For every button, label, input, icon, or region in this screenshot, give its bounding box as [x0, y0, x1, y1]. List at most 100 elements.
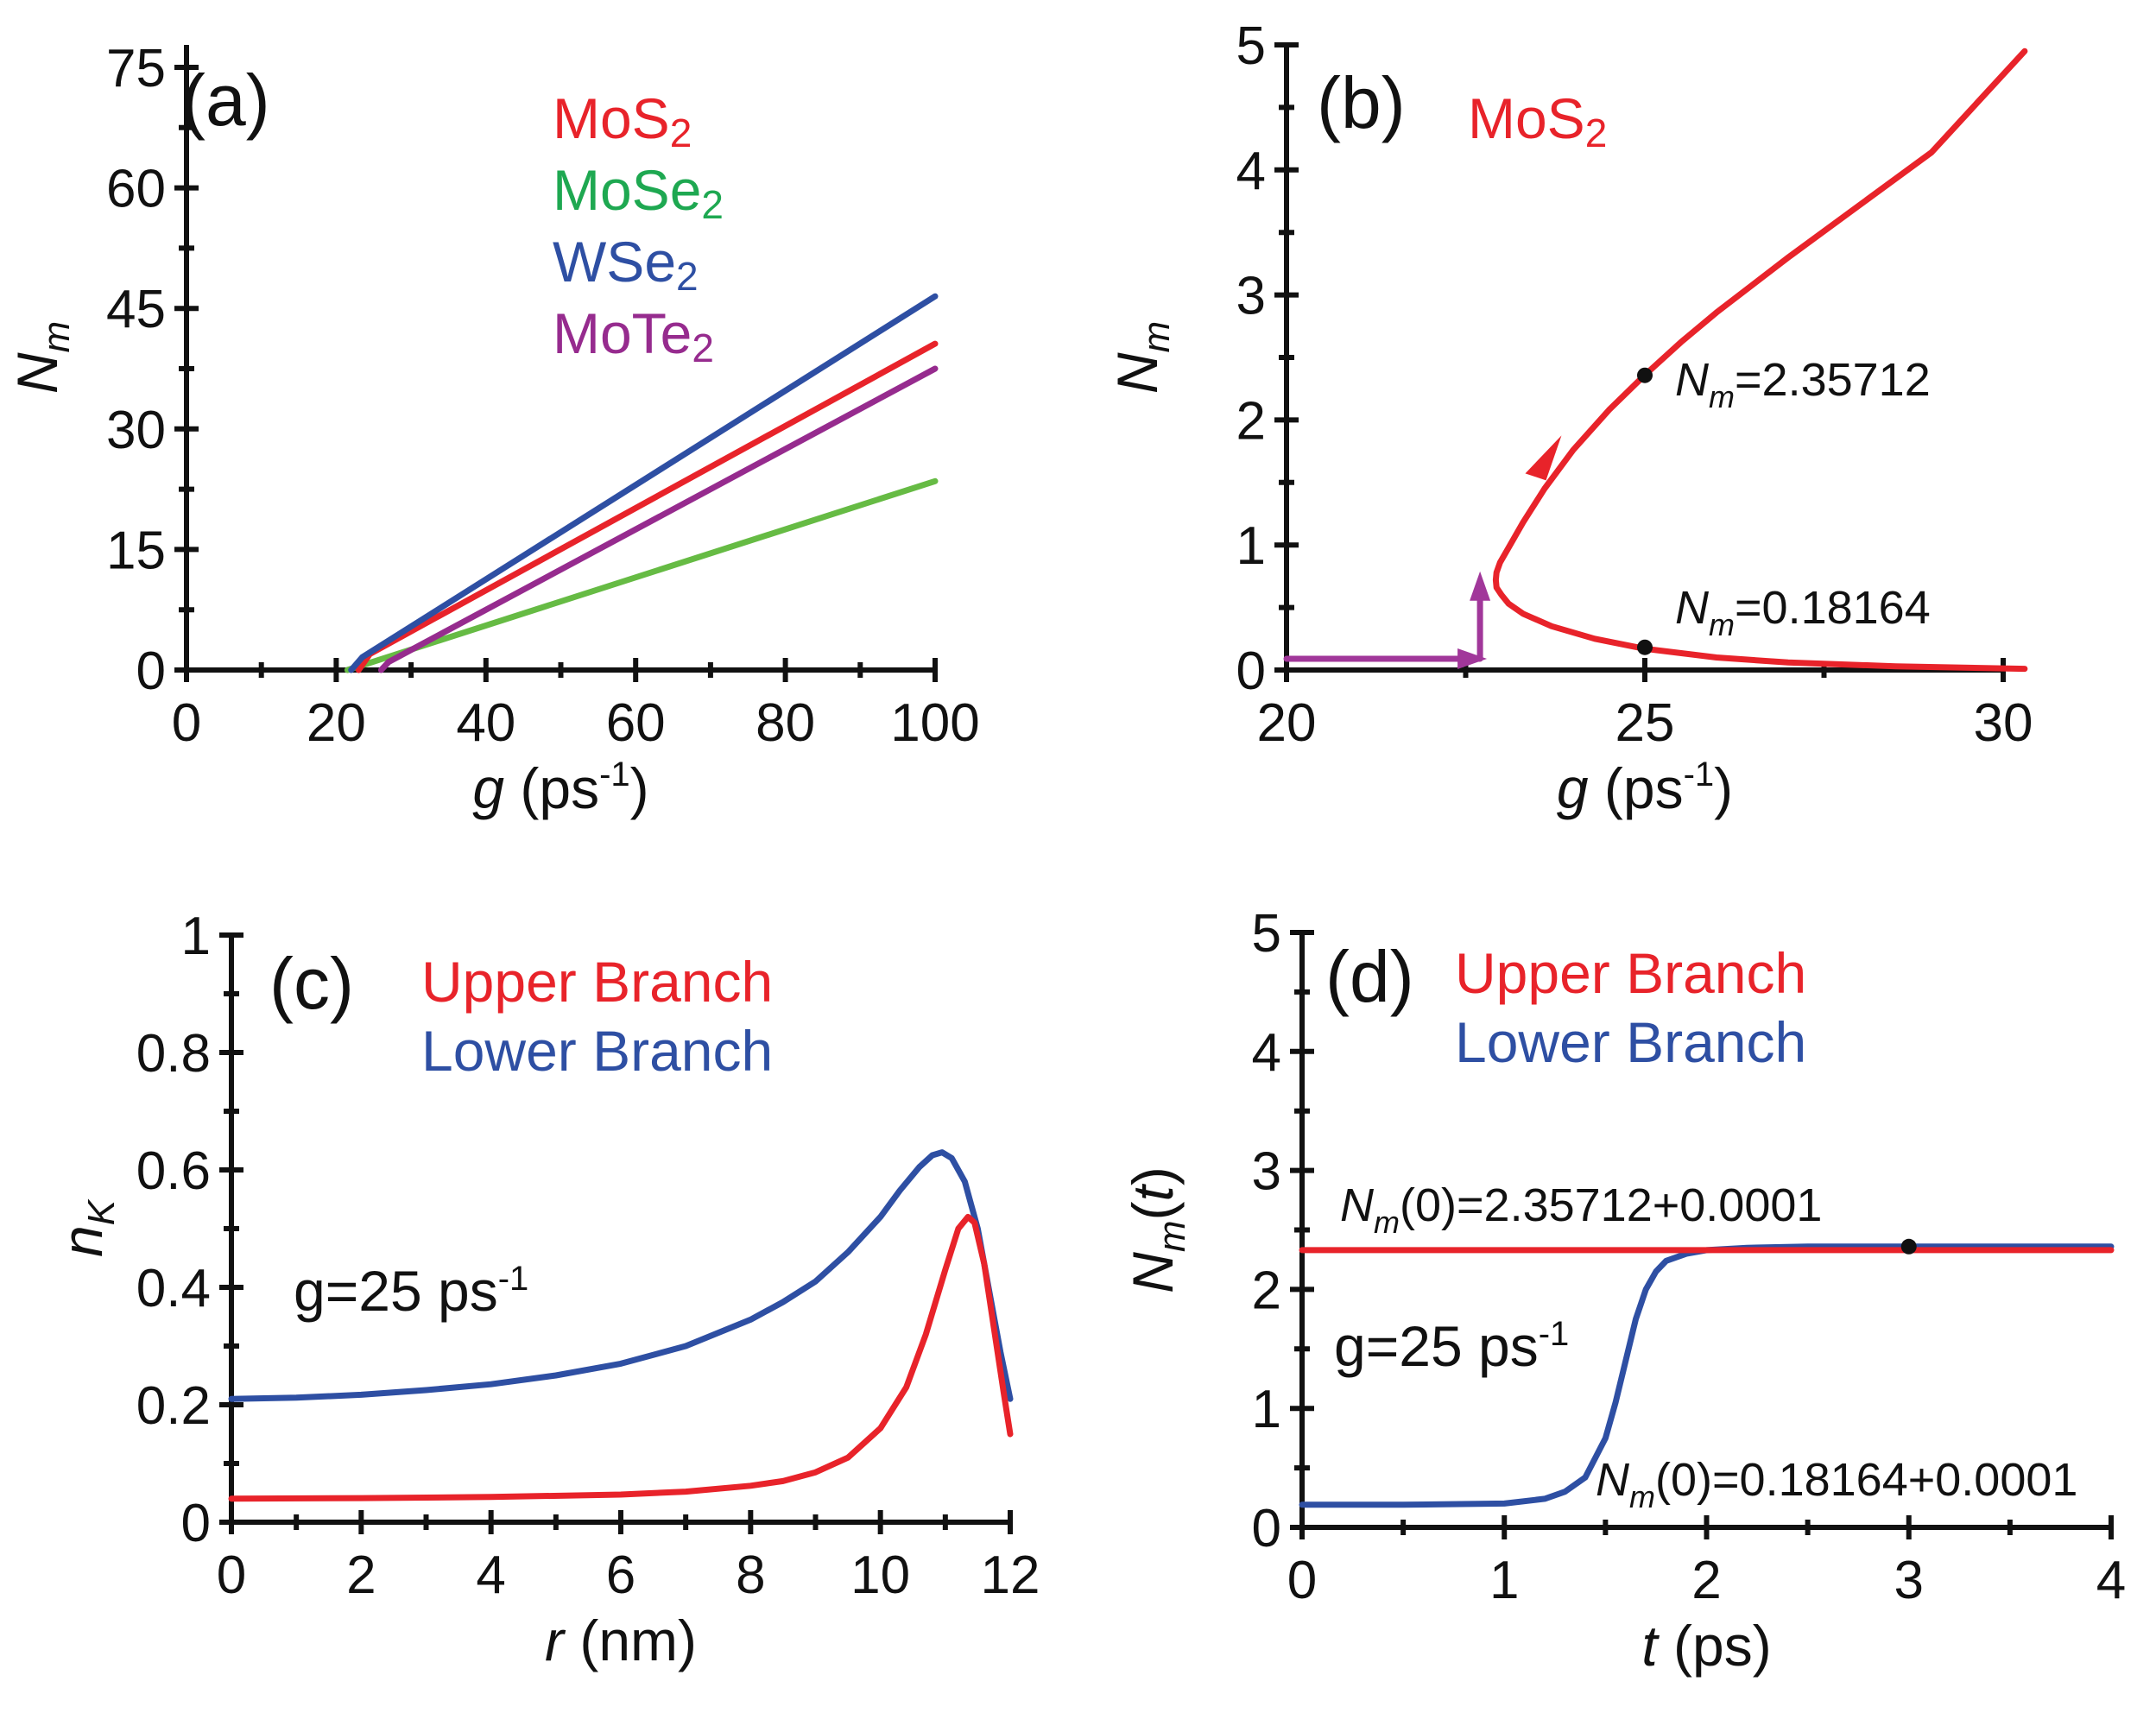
y-axis-sub: K — [80, 1198, 123, 1225]
y-axis-label: Nm(t) — [1121, 1166, 1193, 1293]
y-axis-t: t — [1121, 1184, 1185, 1202]
y-tick-label: 15 — [106, 521, 166, 580]
x-tick-label: 4 — [2096, 1551, 2126, 1610]
x-tick-label: 40 — [456, 693, 515, 753]
y-axis-var: n — [50, 1225, 114, 1257]
annotation: Nm=0.18164 — [1675, 582, 1931, 642]
data-point — [1637, 367, 1653, 383]
annot-rest: (0)=0.18164+0.0001 — [1655, 1454, 2077, 1506]
legend-base: MoSe — [553, 158, 701, 222]
x-axis-close: ) — [630, 756, 649, 820]
x-tick-label: 0 — [217, 1546, 246, 1605]
x-tick-label: 2 — [346, 1546, 376, 1605]
y-tick-label: 4 — [1252, 1023, 1281, 1083]
annot-base: N — [1675, 354, 1710, 406]
annot-base: N — [1596, 1454, 1630, 1506]
legend-base: WSe — [553, 230, 676, 294]
series-upper-branch — [228, 1213, 1014, 1502]
x-tick-label: 12 — [981, 1546, 1040, 1605]
x-tick-label: 0 — [1287, 1551, 1317, 1610]
legend-item: Upper Branch — [1455, 941, 1806, 1005]
x-axis-label: g (ps-1) — [472, 755, 648, 820]
series-mos2-bifurcation — [1492, 47, 2028, 673]
y-tick-label: 0.8 — [136, 1024, 211, 1084]
y-tick-label: 1 — [181, 907, 211, 966]
y-tick-label: 0.4 — [136, 1259, 211, 1318]
series-mote2 — [377, 365, 939, 673]
y-tick-label: 45 — [106, 280, 166, 339]
data-point — [1900, 1238, 1917, 1255]
x-axis-close: ) — [1714, 756, 1733, 820]
y-axis-var: N — [1121, 1252, 1185, 1293]
note: g=25 ps-1 — [1334, 1314, 1569, 1378]
y-tick-label: 2 — [1252, 1261, 1281, 1320]
panel-label: (d) — [1325, 936, 1414, 1017]
series-lower-branch — [228, 1149, 1014, 1402]
annot-sub: m — [1709, 607, 1735, 642]
x-tick-label: 1 — [1489, 1551, 1519, 1610]
legend-item: MoSe2 — [553, 158, 724, 227]
x-axis-var: g — [472, 756, 504, 820]
legend-sub: 2 — [670, 111, 692, 155]
legend-item: WSe2 — [553, 230, 699, 299]
y-axis-sub: m — [35, 321, 78, 353]
x-tick-label: 2 — [1691, 1551, 1721, 1610]
y-axis-label: nK — [50, 1198, 123, 1257]
y-tick-label: 3 — [1252, 1142, 1281, 1202]
x-tick-label: 60 — [606, 693, 666, 753]
note-text: g=25 ps — [1334, 1314, 1539, 1378]
y-axis-label: Nm — [5, 321, 78, 394]
x-axis-exp: -1 — [1684, 755, 1715, 793]
y-tick-label: 5 — [1236, 16, 1266, 76]
note-exp: -1 — [498, 1260, 529, 1298]
annotation: Nm(0)=2.35712+0.0001 — [1340, 1179, 1822, 1240]
y-tick-label: 4 — [1236, 142, 1266, 201]
y-axis-sub: m — [1151, 1220, 1193, 1252]
x-tick-label: 10 — [850, 1546, 910, 1605]
y-tick-label: 3 — [1236, 267, 1266, 326]
note-exp: -1 — [1539, 1315, 1570, 1353]
y-tick-label: 1 — [1252, 1380, 1281, 1439]
annot-base: N — [1340, 1179, 1375, 1231]
title-base: MoS — [1468, 86, 1585, 150]
legend-sub: 2 — [692, 326, 714, 370]
annot-base: N — [1675, 582, 1710, 634]
x-tick-label: 8 — [736, 1546, 765, 1605]
panel-title: MoS2 — [1468, 86, 1607, 155]
arrow-up — [1470, 571, 1491, 601]
x-axis-unit: (ps — [1589, 756, 1684, 820]
y-axis-sub: m — [1135, 321, 1178, 353]
x-axis-unit: (ps — [504, 756, 599, 820]
x-axis-var: t — [1641, 1614, 1660, 1678]
x-axis-unit: (nm) — [564, 1609, 697, 1672]
arrow-right — [1457, 648, 1488, 669]
legend-item: MoTe2 — [553, 301, 714, 370]
x-axis-label: t (ps) — [1641, 1614, 1771, 1678]
y-tick-label: 0 — [136, 642, 166, 701]
y-tick-label: 0.6 — [136, 1141, 211, 1201]
x-axis-unit: (ps) — [1658, 1614, 1772, 1678]
series-wse2 — [348, 293, 939, 673]
y-axis-paren: ( — [1121, 1201, 1185, 1220]
y-tick-label: 0 — [181, 1494, 211, 1553]
x-tick-label: 25 — [1615, 693, 1675, 753]
y-tick-label: 30 — [106, 401, 166, 460]
annotation: Nm=2.35712 — [1675, 354, 1931, 414]
x-tick-label: 4 — [476, 1546, 505, 1605]
title-sub: 2 — [1585, 111, 1608, 155]
note: g=25 ps-1 — [294, 1259, 528, 1323]
y-tick-label: 2 — [1236, 391, 1266, 451]
arrow-upper — [1525, 435, 1562, 481]
note-text: g=25 ps — [294, 1259, 498, 1323]
legend-item: Upper Branch — [421, 950, 773, 1014]
legend-sub: 2 — [701, 182, 724, 227]
y-axis-var: N — [5, 352, 69, 394]
y-axis-paren-close: ) — [1121, 1166, 1185, 1185]
series-mose2 — [344, 477, 939, 673]
y-tick-label: 1 — [1236, 516, 1266, 576]
x-tick-label: 6 — [606, 1546, 635, 1605]
x-axis-var: g — [1557, 756, 1589, 820]
legend-item: MoS2 — [553, 86, 692, 155]
